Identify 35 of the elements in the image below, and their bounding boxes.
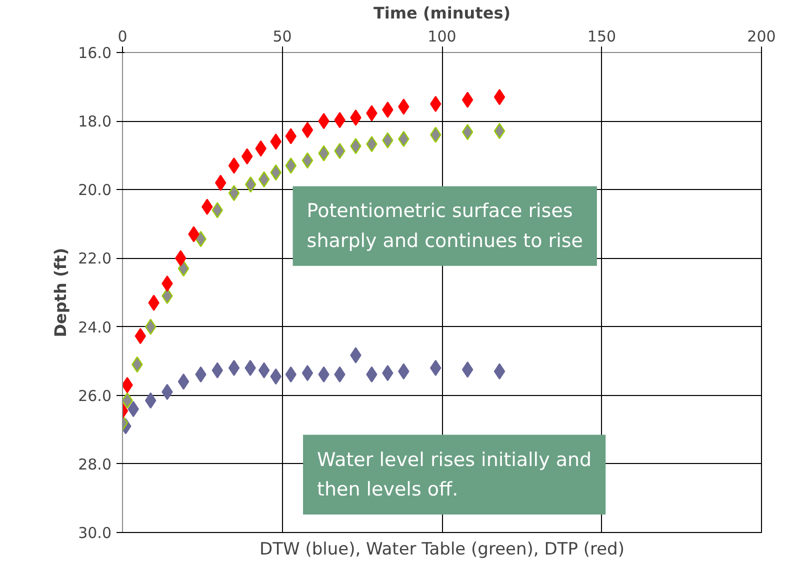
point	[258, 171, 270, 188]
text: DTW (blue), Water Table (green), DTP (red)	[260, 540, 624, 560]
point	[214, 174, 226, 191]
x-tick-label: 200	[747, 28, 776, 46]
y-tick-label: 18.0	[78, 112, 112, 131]
point	[228, 184, 240, 202]
point	[462, 362, 474, 378]
point	[462, 124, 474, 140]
y-tick-label: 16.0	[78, 44, 112, 62]
y-tick-label: 24.0	[78, 318, 112, 336]
annotation: Potentiometric surface rises sharply and continues to rise	[306, 200, 583, 252]
y-tick-label: 22.0	[78, 250, 112, 268]
point	[302, 152, 314, 169]
x-tick-label: 100	[428, 28, 456, 46]
y-tick-label: 20.0	[78, 181, 112, 200]
point	[494, 122, 506, 140]
point	[228, 158, 240, 174]
point	[494, 363, 506, 380]
point	[302, 364, 314, 382]
point	[178, 374, 190, 390]
point	[178, 260, 190, 277]
point	[228, 360, 240, 376]
y-tick-label: 28.0	[78, 455, 112, 474]
x-axis-title: Time (minutes)	[373, 4, 511, 22]
point	[258, 362, 270, 378]
y-tick-label: 26.0	[78, 386, 112, 405]
y-axis-title: Depth (ft)	[51, 248, 70, 338]
point	[494, 88, 506, 106]
annotation: Water level rises initially and then levels off.	[317, 448, 592, 500]
y-tick-label: 30.0	[78, 524, 112, 542]
x-tick-label: 50	[272, 28, 292, 46]
x-tick-label: 0	[118, 28, 128, 46]
point	[462, 92, 474, 108]
point	[302, 122, 314, 138]
x-tick-label: 150	[587, 28, 616, 46]
